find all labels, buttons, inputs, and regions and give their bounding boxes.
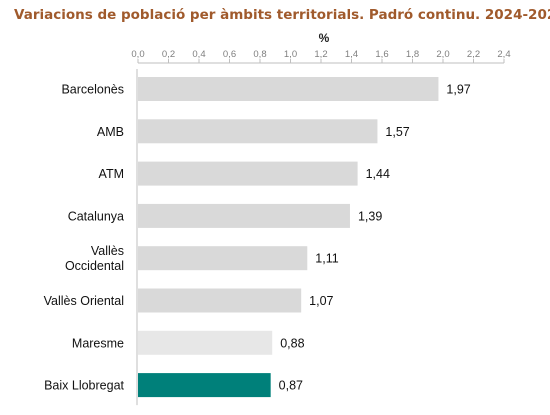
x-tick-label: 1,8 — [406, 49, 419, 60]
x-tick-label: 0,0 — [131, 49, 144, 60]
data-label: 1,11 — [315, 252, 338, 266]
axis-unit-label: % — [319, 31, 330, 45]
data-label: 1,97 — [446, 83, 470, 97]
data-label: 1,44 — [366, 167, 390, 181]
bar — [138, 373, 271, 398]
x-tick-label: 1,2 — [314, 49, 327, 60]
category-label: Vallès — [91, 244, 124, 258]
data-label: 1,39 — [358, 209, 382, 223]
chart-title: Variacions de població per àmbits territ… — [14, 7, 550, 23]
data-label: 1,07 — [309, 294, 333, 308]
data-label: 0,88 — [280, 336, 304, 350]
bar — [138, 203, 350, 228]
x-tick-label: 0,4 — [192, 49, 205, 60]
bars: 1,97 Barcelonès 1,57 AMB 1,44 ATM 1,39 Cataluny… — [44, 69, 471, 406]
x-axis: 0,0 0,2 0,4 0,6 0,8 1,0 1,2 1,4 1,6 1,8 2,0 2,2 2,4 — [131, 49, 511, 64]
category-label: ATM — [99, 167, 124, 181]
x-tick-label: 2,4 — [497, 49, 510, 60]
x-tick-label: 1,0 — [284, 49, 297, 60]
category-label: Maresme — [72, 336, 124, 350]
category-label: AMB — [97, 125, 124, 139]
bar — [138, 77, 439, 101]
x-tick-label: 1,6 — [375, 49, 388, 60]
x-tick-label: 0,2 — [162, 49, 175, 60]
data-label: 1,57 — [385, 125, 409, 139]
data-label: 0,87 — [279, 379, 303, 393]
bar — [138, 161, 358, 186]
bar — [138, 246, 308, 271]
bar — [138, 330, 273, 355]
x-tick-label: 2,0 — [436, 49, 449, 60]
category-label: Vallès Oriental — [44, 294, 124, 308]
bar — [138, 119, 378, 144]
x-tick-label: 0,6 — [223, 49, 236, 60]
category-label: Occidental — [65, 259, 124, 273]
bar — [138, 288, 302, 313]
x-tick-label: 0,8 — [253, 49, 266, 60]
x-tick-label: 2,2 — [467, 49, 480, 60]
x-tick-label: 1,4 — [345, 49, 358, 60]
category-label: Barcelonès — [61, 83, 124, 97]
category-label: Catalunya — [68, 209, 124, 223]
category-label: Baix Llobregat — [44, 379, 124, 393]
